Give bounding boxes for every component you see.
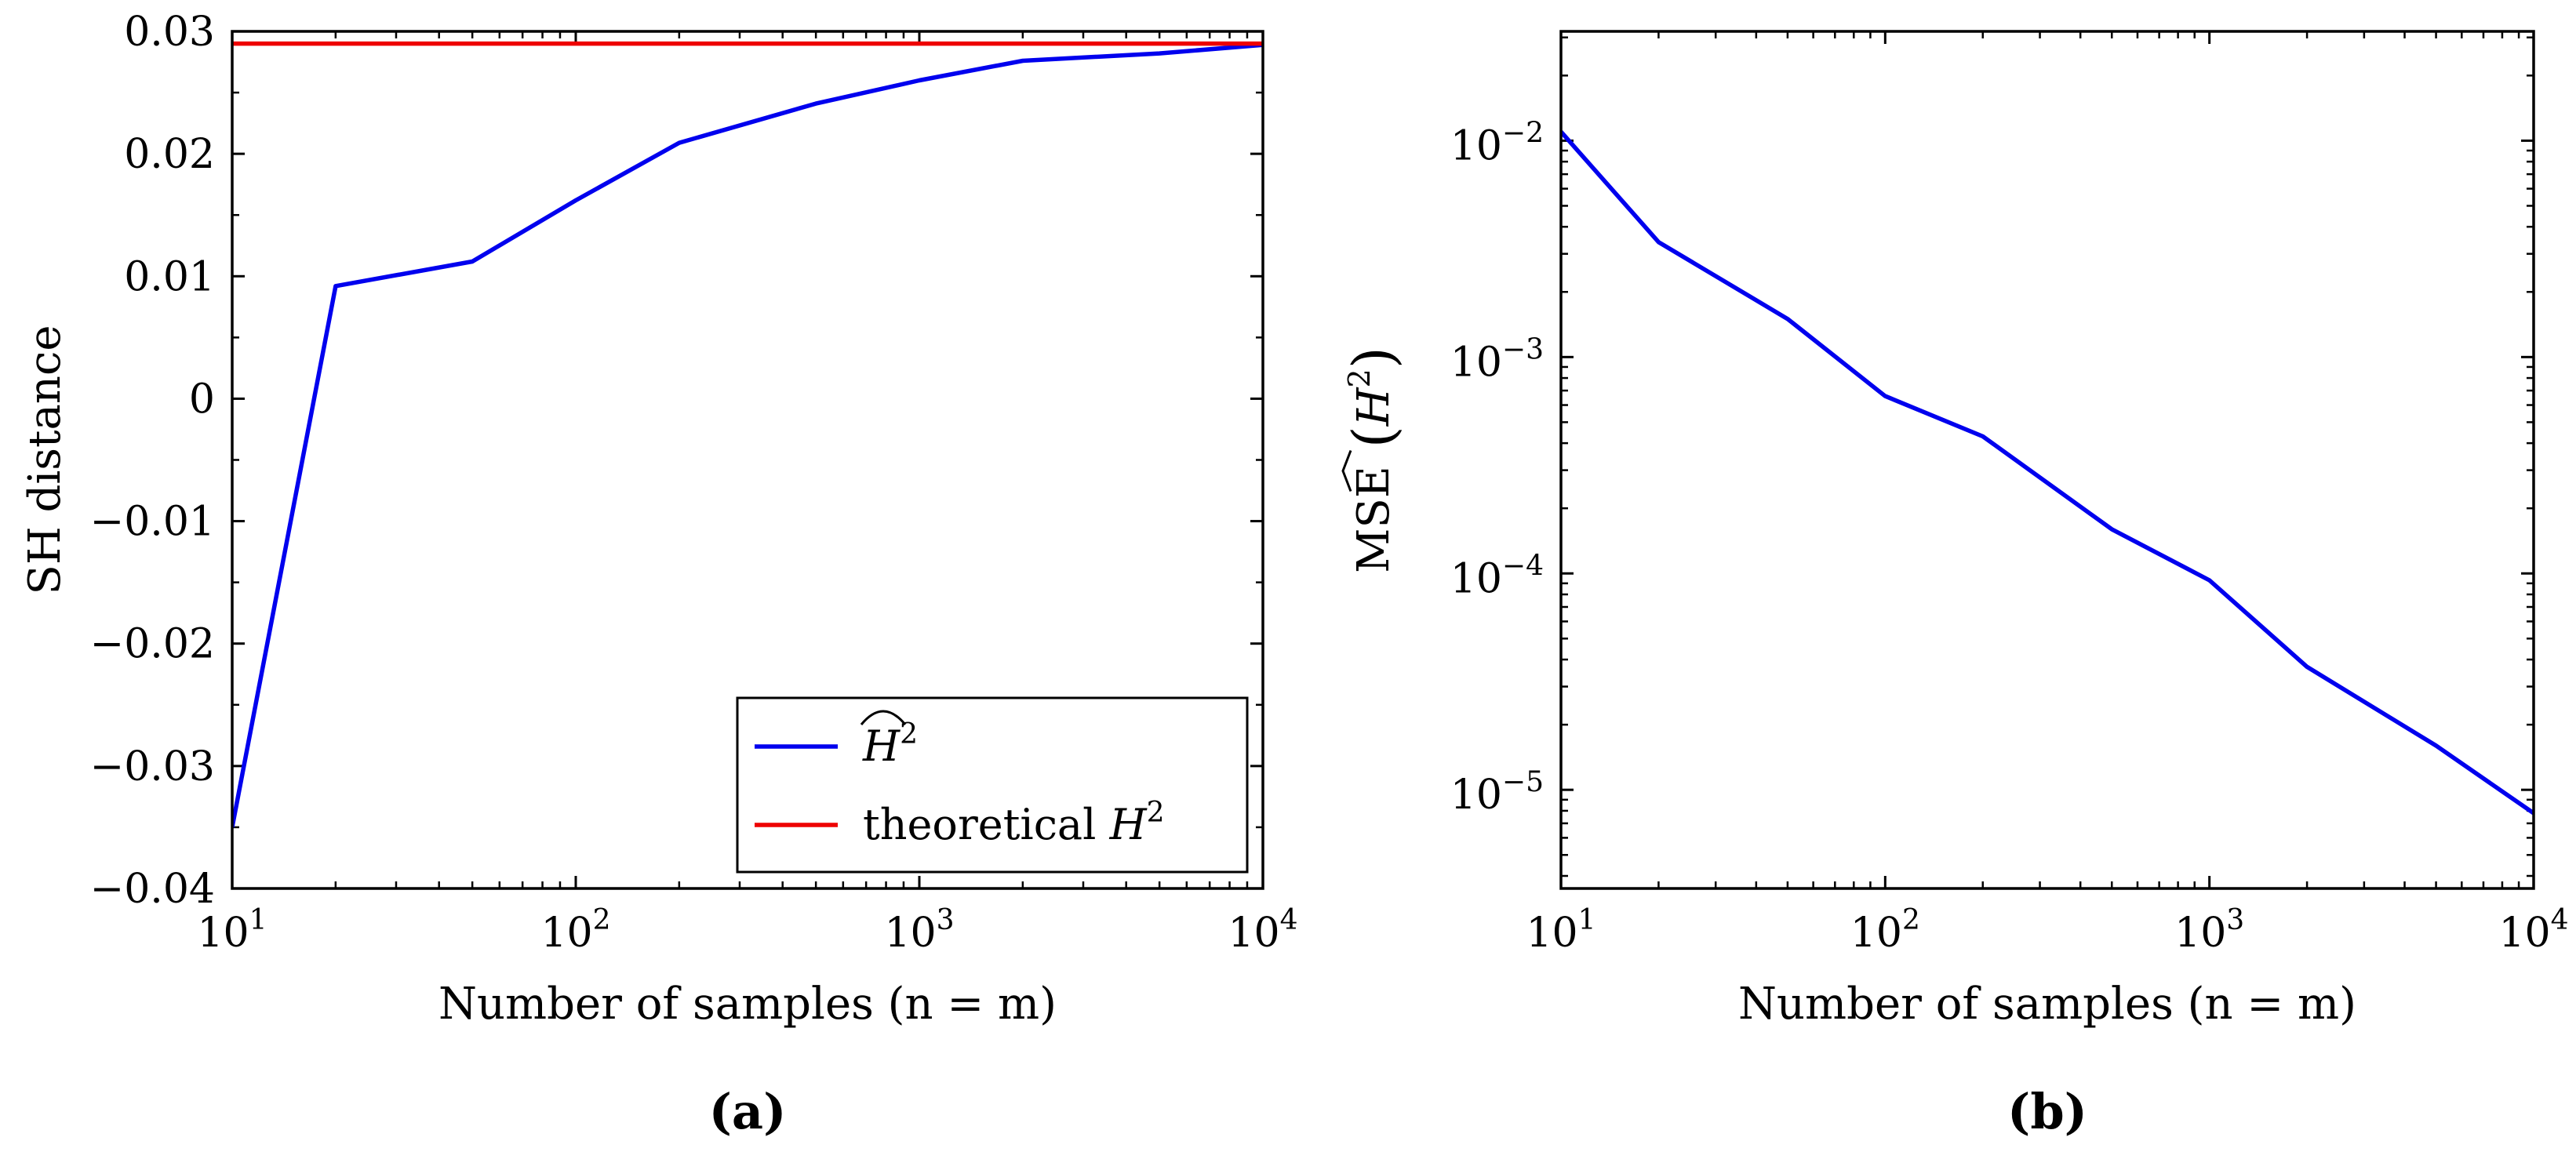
y-tick-label-base: 10: [1450, 339, 1502, 386]
plot-frame: [231, 30, 1264, 890]
y-tick-label: 0.02: [124, 131, 215, 178]
x-tick-label-exp: 4: [2551, 904, 2569, 936]
x-tick-label-base: 10: [1526, 910, 1577, 957]
y-axis-title-sup: 2: [1342, 369, 1377, 387]
x-tick-label-exp: 3: [2226, 904, 2244, 936]
legend-label-1: theoretical H2: [863, 797, 1165, 849]
y-tick-label: −0.03: [90, 743, 215, 790]
legend-label-sym: H: [1109, 800, 1148, 849]
legend-box: [736, 696, 1249, 874]
y-tick-label: −0.02: [90, 621, 215, 668]
plot-frame: [1559, 30, 2535, 890]
x-tick-label-exp: 1: [249, 904, 267, 936]
y-tick-label-base: 10: [1450, 122, 1502, 169]
y-axis-title-paren-close: ): [1341, 347, 1406, 369]
y-tick-label: 10−5: [1450, 766, 1544, 819]
legend-label-sym: H: [862, 721, 901, 771]
x-tick-label: 104: [2498, 904, 2568, 957]
x-tick-label-base: 10: [197, 910, 249, 957]
legend-label-0: H2: [862, 718, 918, 771]
y-axis-title-sym: H: [1348, 387, 1399, 427]
x-tick-label-base: 10: [1850, 910, 1902, 957]
x-tick-label-exp: 2: [1902, 904, 1920, 936]
x-axis-title: Number of samples (n = m): [1738, 979, 2356, 1030]
legend-label-sup: 2: [900, 718, 918, 750]
panel-label: (b): [2007, 1083, 2087, 1140]
y-tick-label: 0.01: [124, 253, 215, 300]
x-tick-label: 102: [540, 904, 610, 957]
x-tick-label: 102: [1850, 904, 1920, 957]
y-tick-label: 0: [189, 376, 215, 423]
y-axis-title: SH distance: [20, 325, 71, 595]
y-axis-title-main: MSE: [1348, 466, 1399, 573]
x-tick-label-base: 10: [1228, 910, 1279, 957]
x-tick-label: 103: [2174, 904, 2244, 957]
y-tick-label-exp: −5: [1502, 766, 1544, 798]
y-axis-title-paren-open: (: [1341, 426, 1406, 466]
x-tick-label-base: 10: [540, 910, 592, 957]
series-line-0: [232, 42, 1263, 828]
panel-label: (a): [709, 1083, 787, 1140]
x-tick-label: 103: [884, 904, 954, 957]
y-tick-label-exp: −4: [1502, 550, 1544, 582]
x-tick-label-base: 10: [2174, 910, 2226, 957]
y-tick-label: 10−2: [1450, 117, 1544, 169]
y-tick-label: −0.04: [90, 866, 215, 913]
x-tick-label: 101: [197, 904, 267, 957]
series-line-0: [1561, 130, 2534, 816]
legend-label-word: theoretical: [863, 800, 1110, 849]
y-axis-title: MSE (H2): [1341, 347, 1406, 573]
x-axis-title: Number of samples (n = m): [438, 979, 1057, 1030]
x-tick-label-exp: 4: [1280, 904, 1298, 936]
y-axis-title-hat: [1341, 449, 1352, 492]
x-tick-label: 104: [1228, 904, 1297, 957]
x-tick-label-exp: 2: [593, 904, 611, 936]
y-tick-label: 10−4: [1450, 550, 1544, 602]
y-tick-label-exp: −2: [1502, 117, 1544, 149]
legend-label-sup: 2: [1147, 797, 1165, 829]
legend-hat: [860, 710, 907, 725]
x-tick-label-base: 10: [2498, 910, 2550, 957]
y-tick-label: 0.03: [124, 9, 215, 56]
y-tick-label-base: 10: [1450, 772, 1502, 819]
y-tick-label: −0.01: [90, 499, 215, 546]
x-tick-label-exp: 3: [937, 904, 955, 936]
x-tick-label-exp: 1: [1578, 904, 1596, 936]
chart-a: 101 102 103 1040.030.020.010−0.01−0.02−0.03…: [20, 9, 1298, 1140]
x-tick-label-base: 10: [884, 910, 936, 957]
y-tick-label-base: 10: [1450, 555, 1502, 602]
y-tick-label: 10−3: [1450, 333, 1544, 386]
x-tick-label: 101: [1526, 904, 1595, 957]
y-tick-label-exp: −3: [1502, 333, 1544, 365]
